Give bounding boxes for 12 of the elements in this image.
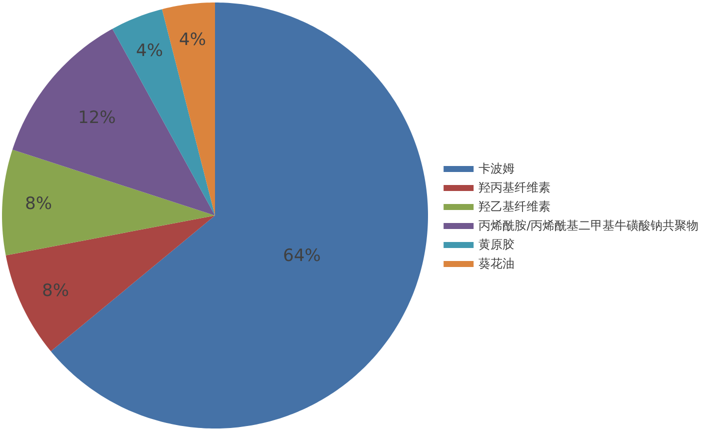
legend-label: 羟丙基纤维素 [478, 180, 551, 195]
data-label: 4% [136, 41, 163, 61]
data-label: 8% [25, 194, 52, 214]
legend-label: 黄原胶 [478, 238, 515, 252]
legend-label: 羟乙基纤维素 [478, 200, 551, 214]
data-label: 12% [78, 108, 116, 128]
legend-label: 丙烯酰胺/丙烯酰基二甲基牛磺酸钠共聚物 [478, 218, 699, 233]
data-label: 4% [179, 30, 206, 50]
data-label: 64% [283, 246, 321, 266]
data-label: 8% [42, 281, 69, 301]
legend-label: 卡波姆 [478, 162, 515, 176]
legend-label: 葵花油 [478, 256, 515, 271]
